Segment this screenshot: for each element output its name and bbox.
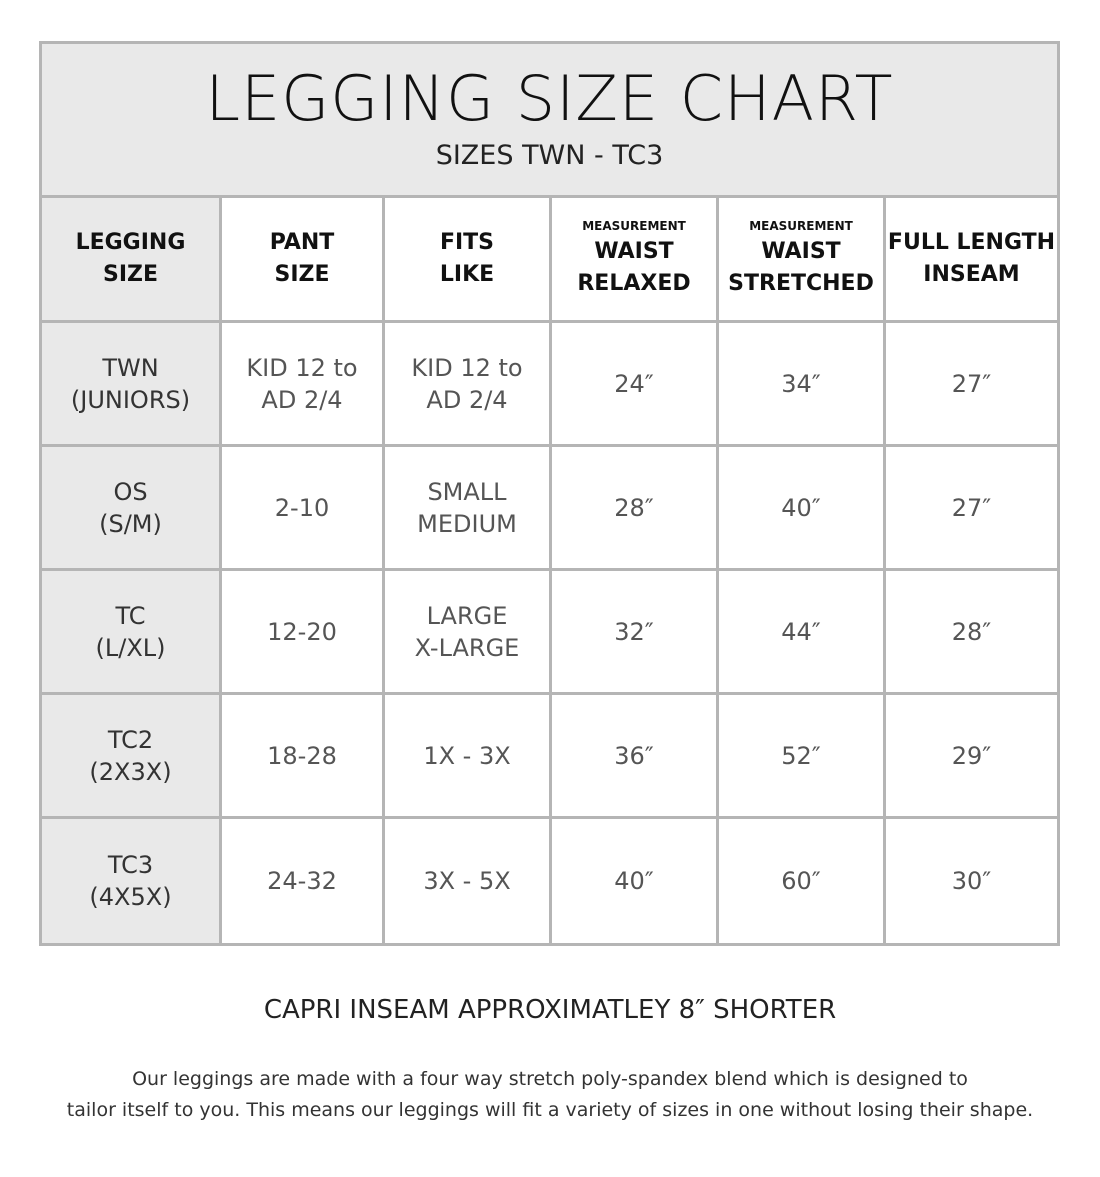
table-cell: LARGE X-LARGE — [385, 571, 552, 695]
cell-line: (JUNIORS) — [70, 385, 191, 414]
fabric-description: Our leggings are made with a four way st… — [0, 1064, 1100, 1126]
header-line: WAIST — [594, 239, 674, 264]
table-cell: 32″ — [552, 571, 719, 695]
header-line: SIZE — [274, 262, 330, 287]
cell-line: 24-32 — [267, 867, 337, 895]
cell-line: 2-10 — [274, 493, 330, 522]
chart-subtitle: SIZES TWN - TC3 — [435, 140, 664, 171]
header-caption: MEASUREMENT — [582, 219, 686, 233]
table-cell: 60″ — [719, 819, 886, 943]
header-line: SIZE — [102, 262, 158, 287]
cell-line: 18-28 — [267, 741, 337, 770]
cell-line: 40″ — [781, 493, 821, 522]
column-header: PANT SIZE — [222, 198, 385, 323]
chart-title: LEGGING SIZE CHART — [205, 62, 894, 135]
table-cell: 24″ — [552, 323, 719, 447]
cell-line: MEDIUM — [417, 509, 517, 538]
header-line: LEGGING — [75, 230, 186, 255]
cell-line: (S/M) — [99, 509, 162, 538]
table-cell: 40″ — [719, 447, 886, 571]
cell-line: 12-20 — [267, 617, 337, 646]
cell-line: 52″ — [781, 741, 821, 770]
table-cell: 3X - 5X — [385, 819, 552, 943]
cell-line: X-LARGE — [414, 633, 520, 662]
cell-line: 36″ — [614, 741, 654, 770]
table-cell: 44″ — [719, 571, 886, 695]
header-line: FITS — [439, 230, 495, 255]
table-cell: 34″ — [719, 323, 886, 447]
table-cell: 28″ — [552, 447, 719, 571]
cell-line: (4X5X) — [89, 883, 172, 911]
cell-line: TC3 — [107, 851, 154, 879]
table-cell: 2-10 — [222, 447, 385, 571]
cell-line: 1X - 3X — [423, 741, 511, 770]
cell-line: 32″ — [614, 617, 654, 646]
cell-line: 28″ — [951, 617, 992, 646]
row-header-cell: OS (S/M) — [42, 447, 222, 571]
cell-line: 30″ — [951, 867, 992, 895]
header-caption: MEASUREMENT — [749, 219, 853, 233]
table-cell: 27″ — [886, 447, 1057, 571]
column-header: MEASUREMENT WAIST STRETCHED — [719, 198, 886, 323]
cell-line: KID 12 to — [246, 353, 358, 382]
cell-line: 34″ — [781, 369, 821, 398]
header-line: PANT — [269, 230, 335, 255]
cell-line: 3X - 5X — [423, 867, 511, 895]
cell-line: 40″ — [614, 867, 654, 895]
cell-line: 27″ — [951, 369, 992, 398]
title-band: LEGGING SIZE CHART SIZES TWN - TC3 — [42, 44, 1057, 198]
row-header-cell: TC2 (2X3X) — [42, 695, 222, 819]
column-header: FULL LENGTH INSEAM — [886, 198, 1057, 323]
row-header-cell: TC3 (4X5X) — [42, 819, 222, 943]
table-cell: 28″ — [886, 571, 1057, 695]
cell-line: 28″ — [614, 493, 654, 522]
table-cell: KID 12 to AD 2/4 — [222, 323, 385, 447]
table-cell: 52″ — [719, 695, 886, 819]
cell-line: KID 12 to — [411, 353, 523, 382]
description-line: Our leggings are made with a four way st… — [132, 1068, 968, 1090]
table-cell: 27″ — [886, 323, 1057, 447]
row-header-cell: TC (L/XL) — [42, 571, 222, 695]
header-line: WAIST — [761, 239, 841, 264]
column-header: MEASUREMENT WAIST RELAXED — [552, 198, 719, 323]
cell-line: AD 2/4 — [261, 385, 343, 414]
cell-line: OS — [113, 477, 148, 506]
capri-note: CAPRI INSEAM APPROXIMATLEY 8″ SHORTER — [263, 995, 837, 1025]
cell-line: 29″ — [951, 741, 992, 770]
table-cell: KID 12 to AD 2/4 — [385, 323, 552, 447]
header-line: RELAXED — [577, 271, 691, 296]
table-cell: 24-32 — [222, 819, 385, 943]
header-line: FULL LENGTH — [887, 230, 1056, 255]
cell-line: SMALL — [427, 477, 507, 506]
cell-line: 44″ — [781, 617, 821, 646]
cell-line: (L/XL) — [95, 633, 166, 662]
description-line: tailor itself to you. This means our leg… — [66, 1099, 1034, 1121]
cell-line: 60″ — [781, 867, 821, 895]
table-cell: 36″ — [552, 695, 719, 819]
size-grid: LEGGING SIZE PANT SIZE FITS LIKE MEASUREMENT WA… — [42, 198, 1057, 943]
cell-line: TC — [115, 601, 146, 630]
cell-line: 27″ — [951, 493, 992, 522]
table-cell: 18-28 — [222, 695, 385, 819]
table-cell: 29″ — [886, 695, 1057, 819]
header-line: STRETCHED — [728, 271, 874, 296]
table-cell: SMALL MEDIUM — [385, 447, 552, 571]
header-line: INSEAM — [923, 262, 1020, 287]
row-header-cell: TWN (JUNIORS) — [42, 323, 222, 447]
cell-line: (2X3X) — [89, 757, 172, 786]
column-header: FITS LIKE — [385, 198, 552, 323]
column-header: LEGGING SIZE — [42, 198, 222, 323]
cell-line: TWN — [102, 353, 159, 382]
table-cell: 40″ — [552, 819, 719, 943]
table-cell: 12-20 — [222, 571, 385, 695]
cell-line: 24″ — [614, 369, 654, 398]
cell-line: AD 2/4 — [426, 385, 508, 414]
size-chart-table: LEGGING SIZE CHART SIZES TWN - TC3 LEGGI… — [39, 41, 1060, 946]
cell-line: TC2 — [107, 725, 154, 754]
table-cell: 30″ — [886, 819, 1057, 943]
cell-line: LARGE — [426, 601, 508, 630]
header-line: LIKE — [439, 262, 495, 287]
table-cell: 1X - 3X — [385, 695, 552, 819]
